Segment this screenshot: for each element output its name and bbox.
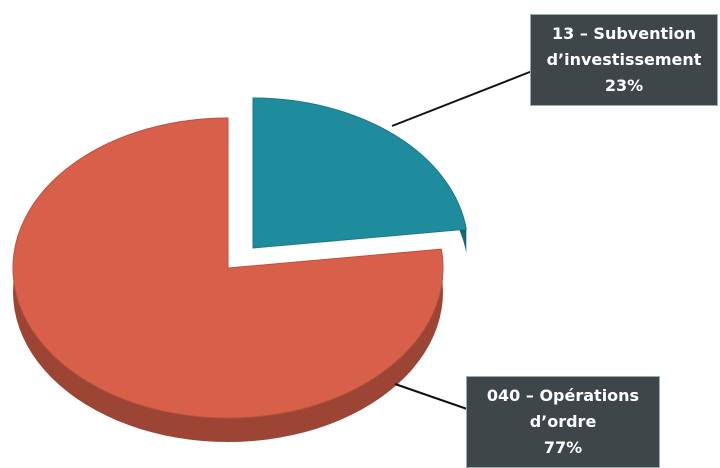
value-label: 77% [543, 438, 583, 457]
category-label: 040 – Opérations d’ordre [486, 386, 640, 431]
data-label: 13 – Subvention d’investissement 23% [530, 14, 718, 106]
slice [12, 117, 444, 419]
value-label: 23% [604, 76, 644, 95]
leader-line [391, 67, 541, 127]
leader-line [394, 383, 471, 411]
data-label: 040 – Opérations d’ordre 77% [466, 376, 660, 468]
category-label: 13 – Subvention d’investissement [546, 24, 702, 69]
slice [252, 97, 467, 249]
